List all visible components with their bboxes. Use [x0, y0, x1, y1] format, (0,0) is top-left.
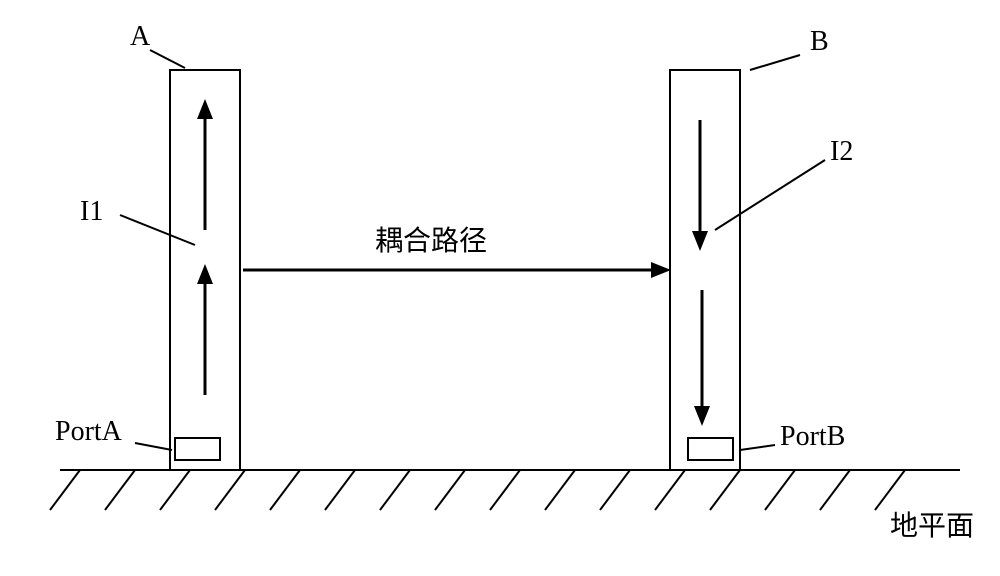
- port-a-leader: [135, 443, 172, 450]
- ports: PortA PortB: [55, 416, 845, 460]
- ground-hatch: [655, 470, 685, 510]
- label-i2-leader: [715, 160, 825, 230]
- coupling-path-label: 耦合路径: [375, 225, 487, 257]
- ground-hatch: [270, 470, 300, 510]
- port-a-box: [175, 438, 220, 460]
- ground-hatch: [710, 470, 740, 510]
- label-b-leader: [750, 55, 800, 70]
- ground-hatch: [325, 470, 355, 510]
- ground-hatch: [765, 470, 795, 510]
- coupling-arrow: 耦合路径: [243, 225, 665, 270]
- ground-hatch: [215, 470, 245, 510]
- label-a-leader: [150, 50, 185, 68]
- ground-hatch: [820, 470, 850, 510]
- label-i1: I1: [80, 196, 103, 227]
- callout-labels: A B I1 I2: [80, 21, 853, 245]
- antenna-b: [670, 70, 740, 470]
- port-a-label: PortA: [55, 416, 123, 447]
- ground-hatch: [105, 470, 135, 510]
- ground-plane: 地平面: [50, 470, 974, 542]
- ground-hatch: [380, 470, 410, 510]
- ground-label: 地平面: [890, 510, 974, 542]
- label-a: A: [130, 21, 151, 52]
- current-arrows: [205, 105, 702, 420]
- antenna-coupling-diagram: 地平面 PortA PortB 耦合路径 A B I1 I2: [0, 0, 1000, 576]
- ground-hatch: [545, 470, 575, 510]
- port-b-leader: [740, 445, 775, 450]
- ground-hatch: [600, 470, 630, 510]
- ground-hatch: [50, 470, 80, 510]
- ground-hatch: [435, 470, 465, 510]
- port-b-label: PortB: [780, 421, 845, 452]
- label-i1-leader: [120, 215, 195, 245]
- ground-hatch: [490, 470, 520, 510]
- label-i2: I2: [830, 136, 853, 167]
- label-b: B: [810, 26, 829, 57]
- port-b-box: [688, 438, 733, 460]
- ground-hatch: [875, 470, 905, 510]
- ground-hatch: [160, 470, 190, 510]
